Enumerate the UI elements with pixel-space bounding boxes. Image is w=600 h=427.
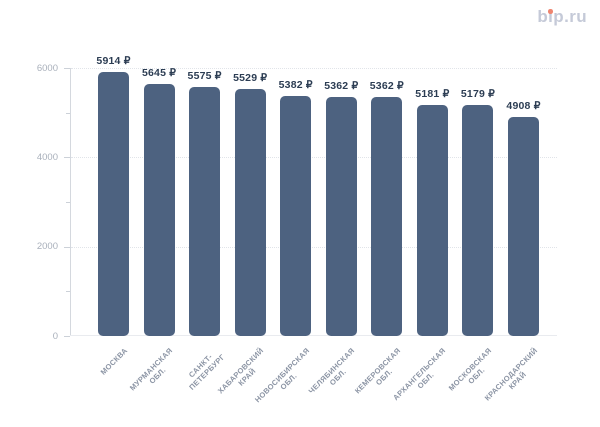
logo-accent-dot-icon (547, 9, 553, 14)
bar-value-label: 4908 ₽ (506, 99, 541, 112)
bar-9[interactable] (462, 104, 494, 336)
bar-value-label: 5645 ₽ (141, 66, 177, 79)
bar-value-label: 5181 ₽ (415, 87, 450, 100)
bar-value-label: 5179 ₽ (460, 87, 496, 100)
y-axis-tick-label: 6000 (36, 62, 58, 74)
bar-2[interactable] (143, 83, 175, 336)
bar-4[interactable] (234, 89, 266, 336)
bar-value-label: 5575 ₽ (187, 69, 222, 82)
x-axis-category-label: ЧЕЛЯБИНСКАЯ ОБЛ. (307, 346, 363, 402)
y-axis-tick-label: 4000 (36, 151, 58, 163)
y-axis-major-tick (64, 336, 70, 337)
site-logo[interactable]: bip.ru (537, 7, 587, 27)
bar-6[interactable] (325, 96, 357, 336)
x-axis-category-label: МОСКВА (98, 346, 129, 377)
bar-chart: 0 2000 4000 6000 5914 ₽ 5645 ₽ 5575 ₽ 5529 ₽ 53… (37, 55, 557, 404)
bar-value-label: 5382 ₽ (278, 78, 313, 91)
bar-1[interactable] (98, 71, 129, 336)
y-axis-major-tick (64, 157, 70, 159)
x-axis-category-label: МУРМАНСКАЯ ОБЛ. (128, 346, 181, 399)
x-axis-baseline (70, 335, 557, 336)
y-axis-major-tick (64, 246, 70, 248)
bar-value-label: 5362 ₽ (324, 79, 359, 92)
y-axis-minor-tick (66, 202, 70, 203)
bar-10[interactable] (508, 116, 539, 336)
x-axis-category-label-line: МОСКВА (98, 346, 129, 377)
bar-3[interactable] (189, 86, 221, 336)
bar-8[interactable] (416, 104, 448, 336)
bar-value-label: 5529 ₽ (233, 72, 268, 85)
gridline (71, 68, 557, 69)
y-axis-tick-label: 0 (52, 330, 58, 342)
bar-value-label: 5362 ₽ (369, 79, 404, 92)
y-axis-line (70, 68, 71, 336)
y-axis-minor-tick (66, 112, 70, 114)
y-axis-minor-tick (66, 291, 70, 293)
bar-7[interactable] (371, 96, 403, 336)
y-axis-major-tick (64, 68, 70, 69)
bar-5[interactable] (280, 95, 312, 336)
gridline (71, 157, 557, 159)
gridline (71, 246, 557, 248)
y-axis-tick-label: 2000 (36, 241, 58, 253)
bar-value-label: 5914 ₽ (96, 54, 131, 67)
site-logo-text: bip.ru (537, 7, 587, 26)
